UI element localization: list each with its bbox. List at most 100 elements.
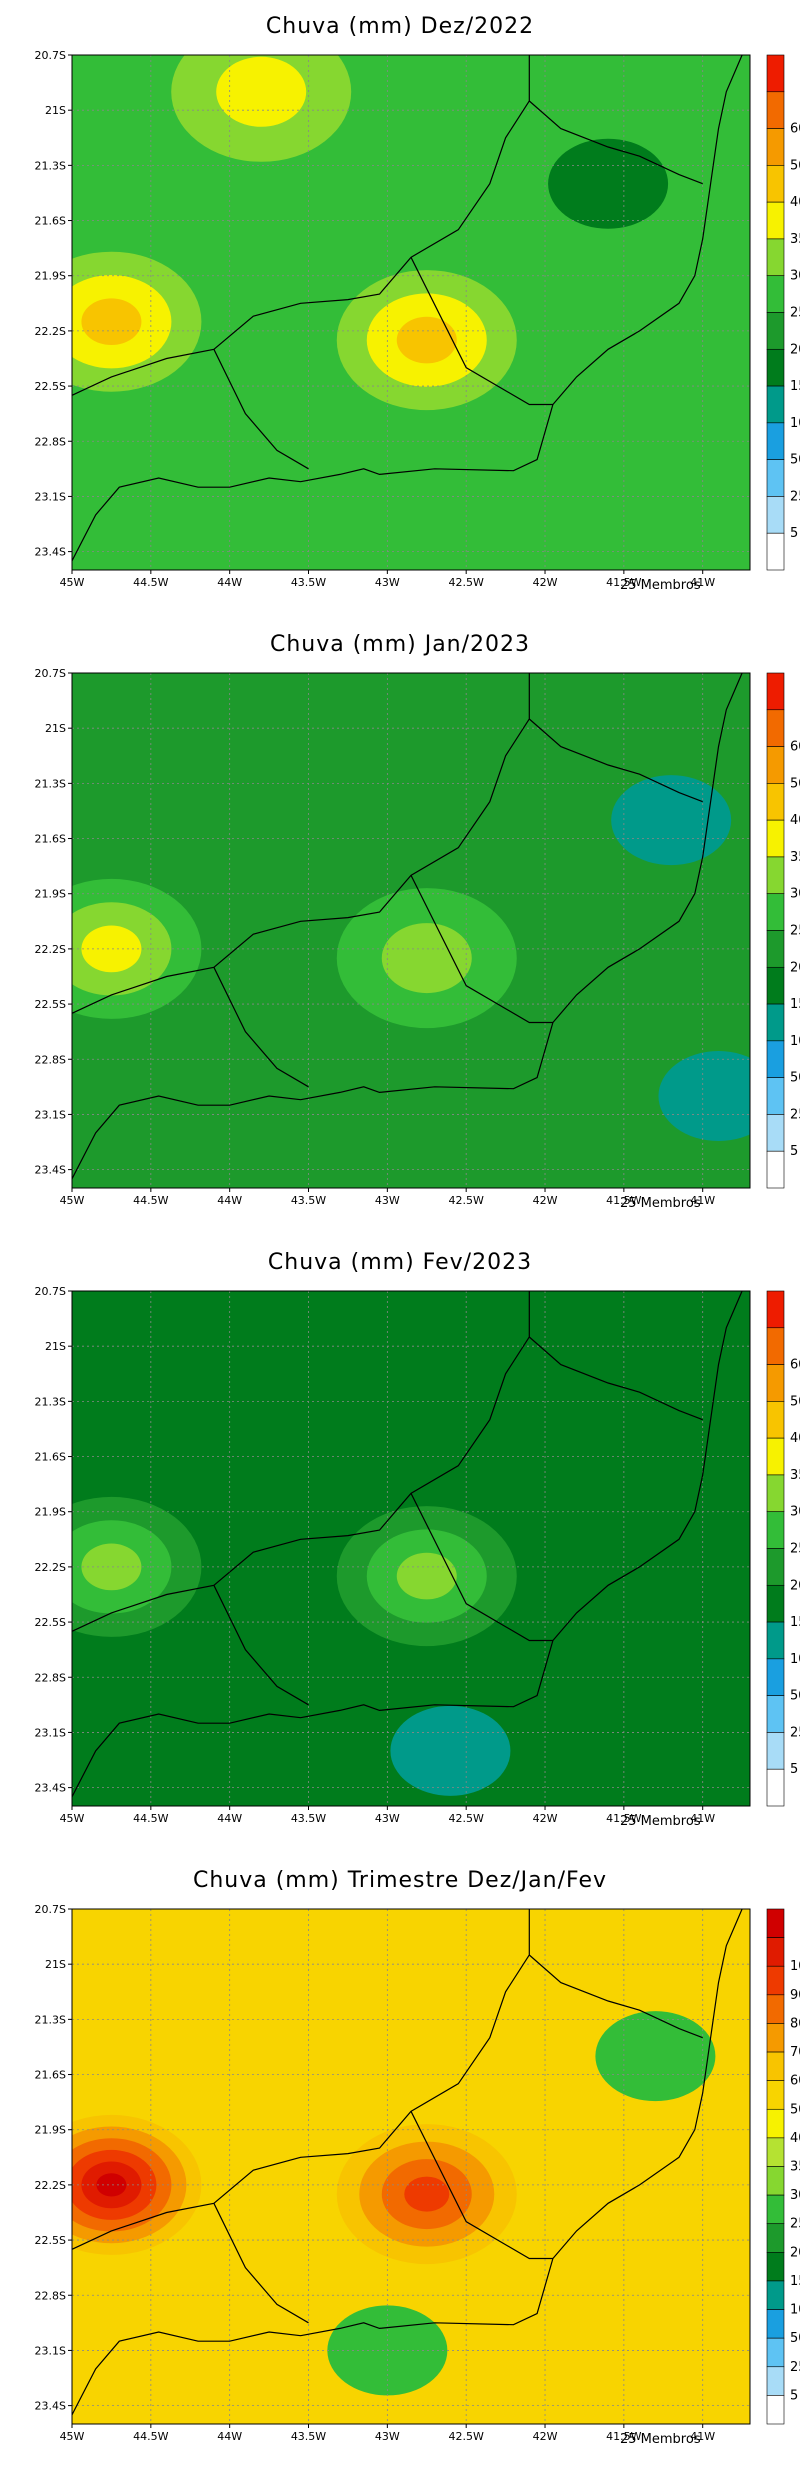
colorbar-swatch xyxy=(766,2309,785,2339)
colorbar-label: 50 xyxy=(790,453,800,468)
lon-tick-label: 43.5W xyxy=(291,1812,326,1825)
lon-tick-label: 44.5W xyxy=(133,1812,168,1825)
lat-tick-label: 22.2S xyxy=(35,325,66,338)
lat-tick-label: 23.1S xyxy=(35,2344,66,2357)
lon-tick-label: 41W xyxy=(690,1194,715,1207)
lat-tick-label: 21.6S xyxy=(35,1451,66,1464)
lat-tick-label: 21S xyxy=(45,722,66,735)
boundary-line xyxy=(410,2111,553,2260)
map-panel: Chuva (mm) Dez/2022 20.7S 21S 21.3S 21.6S 21.… xyxy=(0,0,800,618)
map-frame xyxy=(71,1908,751,2425)
lon-tick-label: 45W xyxy=(60,1194,85,1207)
lon-tick-label: 43W xyxy=(375,576,400,589)
lon-tick-label: 43.5W xyxy=(291,2430,326,2443)
boundary-line xyxy=(410,257,553,406)
colorbar-swatch xyxy=(766,2223,785,2253)
colorbar-swatch xyxy=(766,1114,785,1152)
colorbar-label: 400 xyxy=(790,813,800,828)
colorbar-swatch xyxy=(766,1401,785,1439)
colorbar-swatch xyxy=(766,2366,785,2396)
lat-tick-label: 21S xyxy=(45,1340,66,1353)
lat-tick-label: 22.2S xyxy=(35,2179,66,2192)
rain-contour xyxy=(96,2173,127,2197)
colorbar-label: 900 xyxy=(790,1988,800,2003)
lat-tick-label: 23.4S xyxy=(35,1164,66,1177)
colorbar-label: 300 xyxy=(790,1505,800,1520)
lon-tick-label: 41W xyxy=(690,576,715,589)
colorbar-label: 50 xyxy=(790,1689,800,1704)
colorbar-label: 250 xyxy=(790,1542,800,1557)
colorbar-label: 300 xyxy=(790,269,800,284)
colorbar-swatch xyxy=(766,165,785,203)
lat-tick-label: 21.3S xyxy=(35,777,66,790)
colorbar-swatch xyxy=(766,1548,785,1586)
lat-tick-label: 22.5S xyxy=(35,2234,66,2247)
colorbar-label: 400 xyxy=(790,195,800,210)
lat-tick-label: 21.9S xyxy=(35,888,66,901)
colorbar-swatch xyxy=(766,201,785,240)
colorbar-swatch xyxy=(766,128,785,166)
lat-tick-label: 23.4S xyxy=(35,1782,66,1795)
boundary-line xyxy=(528,1954,703,2039)
lat-tick-label: 22.8S xyxy=(35,2289,66,2302)
colorbar-swatch xyxy=(766,2137,785,2167)
boundary-line xyxy=(528,718,703,803)
lon-tick-label: 44.5W xyxy=(133,1194,168,1207)
boundary-line xyxy=(213,1585,309,1706)
colorbar-swatch xyxy=(766,54,785,93)
colorbar-swatch xyxy=(766,1621,785,1660)
colorbar-swatch xyxy=(766,1965,785,1996)
boundary-line xyxy=(528,1336,703,1421)
boundary-line xyxy=(72,1909,743,2416)
lon-tick-label: 41W xyxy=(690,1812,715,1825)
lon-tick-label: 44W xyxy=(217,2430,242,2443)
colorbar-label: 800 xyxy=(790,2016,800,2031)
colorbar-swatch xyxy=(766,672,785,711)
colorbar-swatch xyxy=(766,966,785,1005)
map-panel: Chuva (mm) Fev/2023 20.7S 21S 21.3S 21.6S 21.… xyxy=(0,1236,800,1854)
colorbar-label: 600 xyxy=(790,740,800,755)
lat-tick-label: 23.4S xyxy=(35,2400,66,2413)
lat-tick-label: 21.6S xyxy=(35,833,66,846)
lon-tick-label: 42W xyxy=(533,2430,558,2443)
colorbar-swatch xyxy=(766,312,785,350)
lat-tick-label: 21.3S xyxy=(35,2013,66,2026)
colorbar-swatch xyxy=(766,2080,785,2110)
lon-tick-label: 44W xyxy=(217,576,242,589)
colorbar-swatch xyxy=(766,1077,785,1115)
dry-zone xyxy=(390,1705,511,1796)
lon-tick-label: 45W xyxy=(60,576,85,589)
lon-tick-label: 45W xyxy=(60,2430,85,2443)
dry-zone xyxy=(548,138,669,229)
colorbar-swatch xyxy=(766,422,785,460)
panel-title: Chuva (mm) Trimestre Dez/Jan/Fev xyxy=(192,1868,608,1893)
colorbar-swatch xyxy=(766,1003,785,1042)
lat-tick-label: 21.6S xyxy=(35,215,66,228)
lat-tick-label: 23.4S xyxy=(35,546,66,559)
colorbar-swatch xyxy=(766,1327,785,1365)
rain-contour xyxy=(216,56,307,127)
lat-tick-label: 21.9S xyxy=(35,2124,66,2137)
map-frame xyxy=(71,1290,751,1807)
colorbar-label: 5 xyxy=(790,1144,798,1159)
members-note: 25 Membros xyxy=(620,2432,701,2447)
colorbar-label: 5 xyxy=(790,1762,798,1777)
lon-tick-label: 45W xyxy=(60,1812,85,1825)
boundary-line xyxy=(528,100,703,185)
lat-tick-label: 21S xyxy=(45,104,66,117)
colorbar-swatch xyxy=(766,709,785,747)
boundary-line xyxy=(213,967,309,1088)
colorbar-label: 5 xyxy=(790,2388,798,2403)
lon-tick-label: 42W xyxy=(533,1812,558,1825)
colorbar-label: 500 xyxy=(790,1394,800,1409)
lat-tick-label: 22.5S xyxy=(35,380,66,393)
panel-title: Chuva (mm) Fev/2023 xyxy=(267,1250,533,1275)
panel-title: Chuva (mm) Dez/2022 xyxy=(265,14,535,39)
lat-tick-label: 21.3S xyxy=(35,159,66,172)
lon-tick-label: 41W xyxy=(690,2430,715,2443)
boundary-line xyxy=(213,2203,309,2324)
colorbar-label: 600 xyxy=(790,122,800,137)
boundary-line xyxy=(72,1291,743,1798)
lat-tick-label: 20.7S xyxy=(35,667,66,680)
colorbar-swatch xyxy=(766,1994,785,2024)
